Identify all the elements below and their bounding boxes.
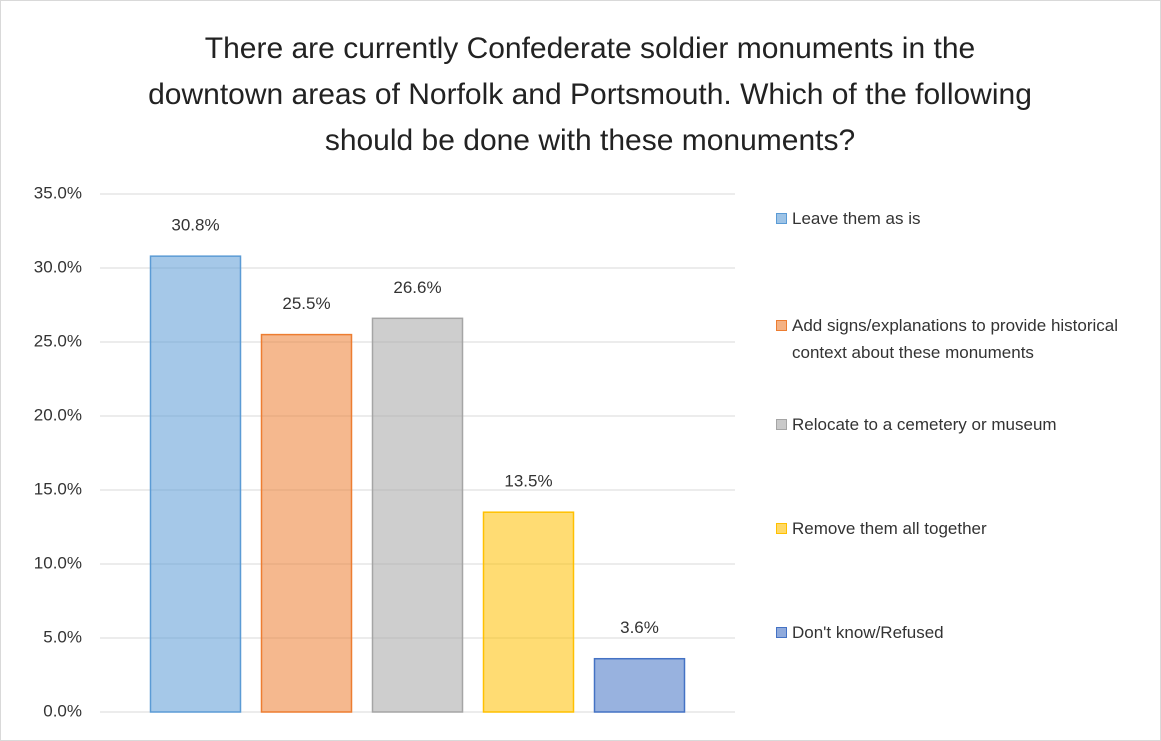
y-tick-label: 0.0% <box>43 701 82 720</box>
legend-swatch <box>776 213 787 224</box>
value-label: 13.5% <box>504 472 552 491</box>
legend-label: Leave them as is <box>792 209 921 228</box>
legend-swatch <box>776 627 787 638</box>
value-label: 25.5% <box>282 294 330 313</box>
value-label: 3.6% <box>620 618 659 637</box>
legend-item: Add signs/explanations to provide histor… <box>776 312 1146 366</box>
y-tick-label: 30.0% <box>34 257 82 276</box>
y-tick-label: 25.0% <box>34 331 82 350</box>
chart-title: There are currently Confederate soldier … <box>148 32 1032 157</box>
value-label: 30.8% <box>171 216 219 235</box>
legend-item: Remove them all together <box>776 515 987 542</box>
legend-label: Remove them all together <box>792 519 987 538</box>
legend-item: Leave them as is <box>776 205 921 232</box>
y-tick-label: 35.0% <box>34 183 82 202</box>
legend-item: Relocate to a cemetery or museum <box>776 411 1057 438</box>
legend-label: Don't know/Refused <box>792 623 944 642</box>
bar <box>149 255 242 713</box>
bar <box>593 657 686 713</box>
legend-label: Add signs/explanations to provide histor… <box>792 316 1119 362</box>
bar <box>260 333 353 713</box>
legend-swatch <box>776 523 787 534</box>
value-label: 26.6% <box>393 278 441 297</box>
legend-item: Don't know/Refused <box>776 619 944 646</box>
legend-swatch <box>776 419 787 430</box>
bar <box>482 511 575 713</box>
y-tick-label: 5.0% <box>43 627 82 646</box>
y-tick-label: 15.0% <box>34 479 82 498</box>
legend-label: Relocate to a cemetery or museum <box>792 415 1057 434</box>
y-tick-label: 10.0% <box>34 553 82 572</box>
y-tick-label: 20.0% <box>34 405 82 424</box>
bar <box>371 317 464 713</box>
legend-swatch <box>776 320 787 331</box>
